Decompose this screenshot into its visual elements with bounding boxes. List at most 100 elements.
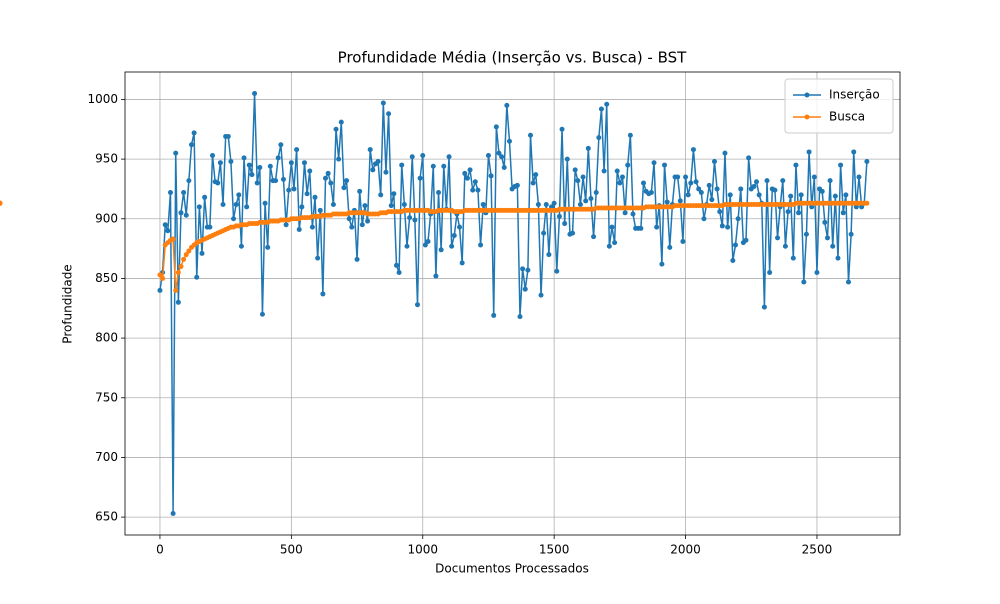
x-tick-label: 2000: [670, 543, 701, 557]
point: [780, 178, 786, 184]
point: [165, 228, 171, 234]
point: [622, 210, 628, 216]
point: [283, 222, 289, 228]
point: [430, 163, 436, 169]
point: [196, 204, 202, 210]
point: [336, 156, 342, 162]
point: [207, 224, 213, 230]
point: [859, 204, 865, 210]
chart-title: Profundidade Média (Inserção vs. Busca) …: [338, 49, 688, 67]
x-tick-label: 500: [280, 543, 303, 557]
point: [173, 150, 179, 156]
point: [764, 178, 770, 184]
x-tick-label: 0: [156, 543, 164, 557]
point: [562, 221, 568, 227]
point: [323, 175, 329, 181]
point: [853, 204, 859, 210]
point: [819, 188, 825, 194]
point: [475, 187, 481, 193]
y-tick-label: 650: [95, 510, 118, 524]
point: [296, 227, 302, 233]
point: [433, 273, 439, 279]
point: [619, 174, 625, 180]
point: [404, 243, 410, 249]
point: [683, 174, 689, 180]
point: [709, 197, 715, 203]
point: [549, 204, 555, 210]
point: [320, 291, 326, 297]
point: [244, 204, 250, 210]
point: [690, 147, 696, 153]
point: [756, 192, 762, 198]
legend-marker: [804, 92, 810, 98]
point: [798, 192, 804, 198]
point: [761, 304, 767, 310]
point: [459, 260, 465, 266]
point: [378, 192, 384, 198]
point: [462, 170, 468, 176]
point: [767, 269, 773, 275]
point: [262, 200, 268, 206]
point: [220, 201, 226, 207]
point: [412, 217, 418, 223]
point: [822, 219, 828, 225]
point: [811, 174, 817, 180]
point: [517, 314, 523, 320]
point: [796, 210, 802, 216]
point: [856, 174, 862, 180]
point: [840, 210, 846, 216]
point: [451, 232, 457, 238]
x-tick-label: 1000: [407, 543, 438, 557]
point: [675, 174, 681, 180]
legend-frame: [784, 78, 894, 134]
legend-label: Inserção: [829, 88, 880, 102]
point: [407, 215, 413, 221]
point: [488, 173, 494, 179]
y-tick-label: 750: [95, 390, 118, 404]
point: [838, 162, 844, 168]
point: [775, 235, 781, 241]
point: [801, 279, 807, 285]
point: [533, 172, 539, 178]
point: [194, 274, 200, 280]
point: [254, 180, 260, 186]
legend: Inserção Busca: [784, 78, 894, 134]
point: [664, 199, 670, 205]
point: [583, 198, 589, 204]
point: [249, 172, 255, 178]
point: [236, 192, 242, 198]
point: [782, 243, 788, 249]
point: [717, 209, 723, 215]
point: [864, 158, 870, 164]
point: [572, 167, 578, 173]
point: [564, 156, 570, 162]
point: [202, 194, 208, 200]
point: [288, 160, 294, 166]
point: [577, 201, 583, 207]
point: [725, 224, 731, 230]
point: [751, 184, 757, 190]
point: [362, 203, 368, 209]
point: [696, 186, 702, 192]
point: [386, 111, 392, 117]
point: [528, 132, 534, 138]
x-tick-label: 1500: [539, 543, 570, 557]
point: [530, 180, 536, 186]
point: [328, 180, 334, 186]
point: [420, 153, 426, 159]
point: [738, 186, 744, 192]
point: [173, 287, 179, 293]
point: [772, 187, 778, 193]
point: [514, 182, 520, 188]
y-tick-label: 850: [95, 271, 118, 285]
point: [793, 162, 799, 168]
point: [349, 224, 355, 230]
point: [551, 200, 557, 206]
point: [520, 266, 526, 272]
point: [485, 153, 491, 159]
point: [662, 162, 668, 168]
point: [312, 194, 318, 200]
point: [478, 242, 484, 248]
point: [596, 135, 602, 141]
point: [181, 190, 187, 196]
